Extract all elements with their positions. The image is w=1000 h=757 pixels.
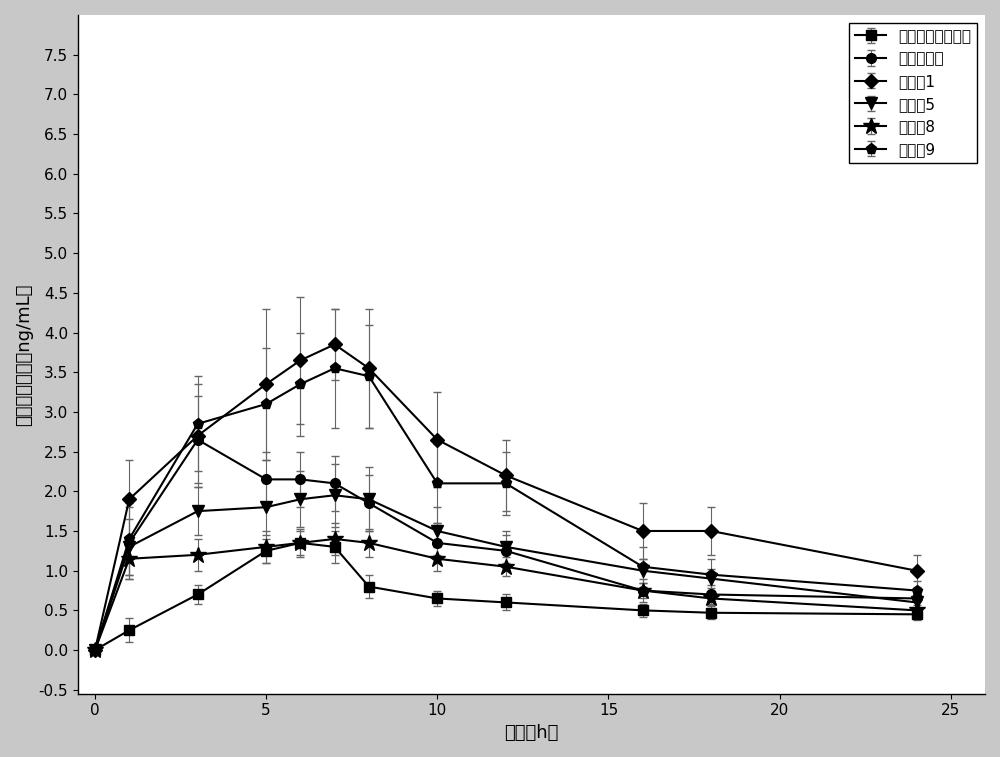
X-axis label: 时间（h）: 时间（h） [504, 724, 559, 742]
Legend: 曲司氯锄缓释胶囊, 曲司氯锄片, 实施例1, 实施例5, 实施例8, 实施例9: 曲司氯锄缓释胶囊, 曲司氯锄片, 实施例1, 实施例5, 实施例8, 实施例9 [849, 23, 977, 163]
Y-axis label: 稳态血药浓度（ng/mL）: 稳态血药浓度（ng/mL） [15, 283, 33, 425]
